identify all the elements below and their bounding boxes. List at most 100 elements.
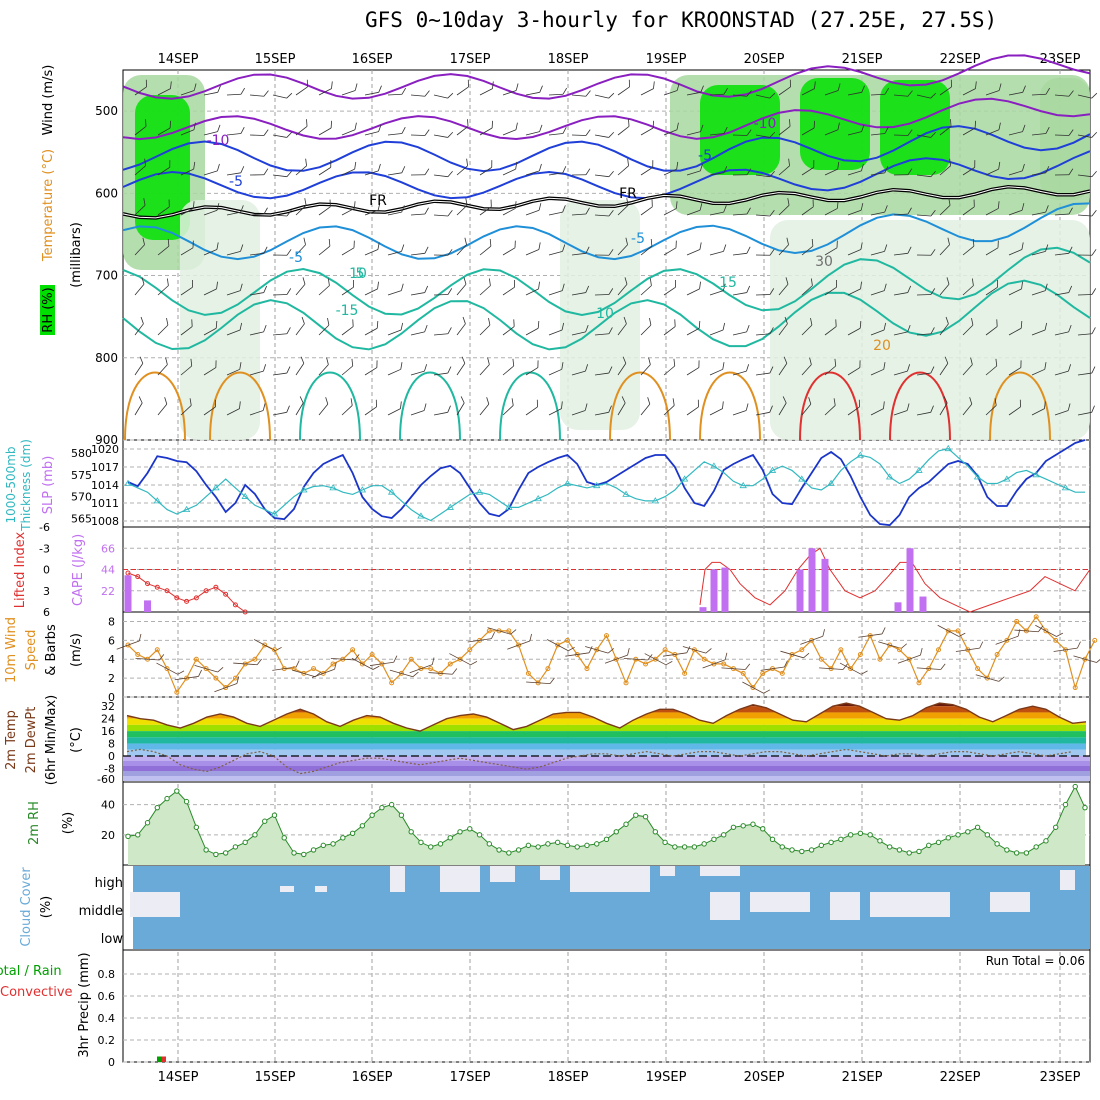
- pressure-axis-label: (millibars): [69, 222, 84, 288]
- wind-barb-staff: [226, 211, 241, 216]
- wind-barb-staff: [410, 252, 425, 256]
- wind-barb-feather: [810, 317, 813, 326]
- upper-wind-barb: [893, 364, 911, 376]
- wind-barb-feather: [168, 199, 170, 207]
- rh-shading: [700, 85, 780, 175]
- surface-barb-feather: [177, 670, 185, 675]
- rh-marker: [271, 812, 278, 818]
- wind-axis-label-4: (m/s): [69, 633, 84, 667]
- wind-barb-feather: [698, 320, 701, 329]
- upper-wind-barb: [686, 320, 701, 336]
- wind-barb-staff: [1077, 174, 1092, 178]
- rh-marker: [633, 812, 639, 818]
- upper-wind-barb: [893, 246, 912, 256]
- upper-wind-barb: [893, 207, 912, 216]
- rh-marker: [1082, 804, 1088, 811]
- wind-barb-staff: [571, 370, 586, 376]
- lifted-index-marker: [193, 595, 199, 601]
- cloud-gap: [440, 866, 480, 892]
- date-label-top: 14SEP: [158, 52, 199, 67]
- rh-marker: [164, 795, 170, 802]
- wind-barb-staff: [502, 405, 514, 416]
- wind-barb-staff: [985, 286, 998, 296]
- wind-barb-feather: [377, 281, 379, 289]
- freezing-level-line-inner: [122, 186, 1091, 219]
- wind-barb-feather: [585, 246, 590, 254]
- wind-barb-staff: [272, 372, 287, 376]
- wind-barb-feather: [562, 87, 568, 95]
- surface-wind-barb: [214, 676, 240, 693]
- surface-barb-feather: [665, 661, 673, 666]
- wind-barb-feather: [769, 170, 775, 177]
- wind-barb-staff: [318, 88, 332, 96]
- upper-wind-barb: [456, 316, 466, 336]
- wind-barb-feather: [325, 397, 329, 405]
- wind-tick: 0: [108, 691, 115, 704]
- upper-wind-barb: [732, 246, 751, 256]
- upper-wind-barb: [1031, 322, 1048, 336]
- upper-wind-barb: [594, 249, 614, 256]
- surface-temperature-loop: [299, 371, 361, 441]
- surface-barb-staff: [585, 646, 609, 654]
- date-label-bottom: 16SEP: [352, 1070, 393, 1085]
- upper-wind-barb: [364, 399, 377, 416]
- upper-wind-barb: [686, 124, 704, 136]
- date-label-bottom: 22SEP: [940, 1070, 981, 1085]
- surface-temperature-loop: [799, 371, 861, 441]
- wind-barb-staff: [456, 402, 465, 416]
- surface-barb-staff: [916, 667, 941, 670]
- thickness-marker: [475, 488, 484, 495]
- upper-wind-barb: [755, 131, 776, 138]
- wind-barb-staff: [778, 323, 788, 336]
- wind-barb-feather: [352, 319, 354, 327]
- upper-wind-barb: [410, 285, 429, 296]
- wind-barb-staff: [893, 331, 908, 336]
- upper-wind-barb: [341, 279, 355, 296]
- thickness-line: [127, 448, 1085, 522]
- thickness-marker: [1061, 484, 1070, 491]
- upper-wind-barb: [456, 396, 465, 416]
- wind-speed-marker: [193, 656, 199, 662]
- wind-barb-staff: [686, 131, 701, 136]
- wind-barb-staff: [893, 410, 908, 416]
- wind-barb-staff: [778, 284, 789, 296]
- wind-barb-staff: [1031, 368, 1045, 376]
- wind-barb-staff: [134, 402, 143, 416]
- wind-speed-marker: [955, 628, 961, 634]
- upper-wind-barb: [962, 357, 973, 376]
- cold-band: [123, 766, 1090, 771]
- wind-barb-feather: [722, 322, 726, 331]
- surface-barb-feather: [568, 646, 575, 652]
- upper-wind-barb: [916, 327, 935, 336]
- wind-barb-feather: [512, 358, 515, 367]
- wind-barb-feather: [787, 198, 790, 206]
- wind-barb-feather: [424, 364, 428, 372]
- upper-wind-barb: [341, 319, 354, 336]
- wind-barb-feather: [215, 320, 218, 329]
- wind-barb-staff: [157, 285, 169, 296]
- wind-barb-staff: [1008, 170, 1023, 176]
- precip-axis-label-2: Convective: [0, 985, 73, 1000]
- surface-barb-feather: [452, 668, 458, 675]
- upper-wind-barb: [226, 362, 242, 376]
- wind-speed-marker: [330, 661, 336, 667]
- thickness-marker: [182, 505, 191, 512]
- upper-wind-barb: [548, 126, 567, 136]
- upper-wind-barb: [893, 129, 913, 136]
- temperature-contour: [122, 279, 1091, 351]
- wind-barb-feather: [216, 281, 218, 289]
- wind-barb-staff: [939, 244, 950, 256]
- upper-wind-barb: [479, 120, 493, 136]
- cape-bar: [821, 558, 829, 612]
- wind-barb-feather: [1091, 92, 1098, 99]
- wind-barb-feather: [1091, 366, 1096, 374]
- wind-barb-staff: [226, 172, 241, 176]
- wind-barb-staff: [893, 252, 908, 256]
- upper-wind-barb: [1054, 207, 1073, 216]
- wind-barb-staff: [318, 206, 331, 216]
- wind-speed-marker: [525, 670, 531, 676]
- wind-barb-feather: [351, 358, 354, 367]
- upper-wind-barb: [617, 79, 630, 96]
- lifted-index-marker: [145, 581, 151, 587]
- surface-barb-staff: [233, 662, 258, 666]
